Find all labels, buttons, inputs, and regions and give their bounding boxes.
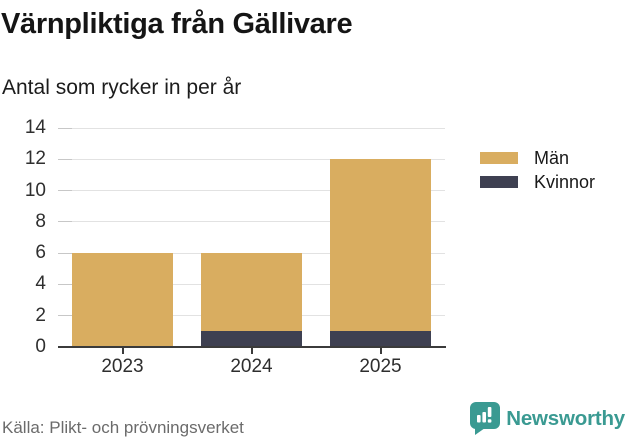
newsworthy-bubble-chart-icon <box>470 402 501 435</box>
legend: Män Kvinnor <box>480 148 596 200</box>
y-tick-mark <box>58 127 72 129</box>
newsworthy-wordmark: Newsworthy <box>506 407 625 430</box>
gridline <box>58 127 445 129</box>
legend-label-man: Män <box>534 148 570 168</box>
y-tick-mark <box>58 283 72 285</box>
bar-segment-2024-män <box>201 253 302 332</box>
y-axis-label: 0 <box>35 336 46 357</box>
legend-swatch-man <box>480 152 518 164</box>
x-tick-mark <box>250 347 253 354</box>
bar-segment-2025-kvinnor <box>330 331 431 347</box>
y-tick-mark <box>58 315 72 317</box>
y-axis-label: 6 <box>35 242 46 264</box>
y-axis-label: 4 <box>35 273 46 295</box>
newsworthy-logo: Newsworthy <box>470 402 625 435</box>
y-tick-mark <box>58 158 72 160</box>
x-axis-label: 2023 <box>101 356 144 377</box>
x-axis-line <box>58 346 446 348</box>
gridline <box>58 252 445 254</box>
bar-segment-2025-män <box>330 159 431 332</box>
gridline <box>58 190 445 192</box>
x-tick-mark <box>121 347 124 354</box>
y-tick-mark <box>58 190 72 192</box>
plot-area: 0 2 4 6 8 10 12 14 2023 2024 2025 <box>25 118 446 377</box>
chart-subtitle: Antal som rycker in per år <box>2 76 242 99</box>
gridline <box>58 158 445 160</box>
y-axis-label: 8 <box>35 210 46 232</box>
bar-segment-2024-kvinnor <box>201 331 302 347</box>
legend-swatch-kvinnor <box>480 176 518 188</box>
y-tick-mark <box>58 221 72 223</box>
y-axis-label: 2 <box>35 304 46 326</box>
chart-title: Värnpliktiga från Gällivare <box>1 8 353 40</box>
y-tick-mark <box>58 252 72 254</box>
y-axis-label: 14 <box>24 117 46 138</box>
legend-label-kvinnor: Kvinnor <box>534 172 596 192</box>
gridline <box>58 221 445 223</box>
y-axis-label: 12 <box>24 148 46 170</box>
y-axis-label: 10 <box>24 179 46 201</box>
bar-segment-2023-män <box>72 253 173 347</box>
x-axis-label: 2025 <box>359 356 402 377</box>
source-note: Källa: Plikt- och prövningsverket <box>2 418 244 437</box>
x-axis-label: 2024 <box>230 356 273 377</box>
legend-item-kvinnor: Kvinnor <box>480 172 596 192</box>
legend-item-man: Män <box>480 148 595 168</box>
x-tick-mark <box>379 347 382 354</box>
